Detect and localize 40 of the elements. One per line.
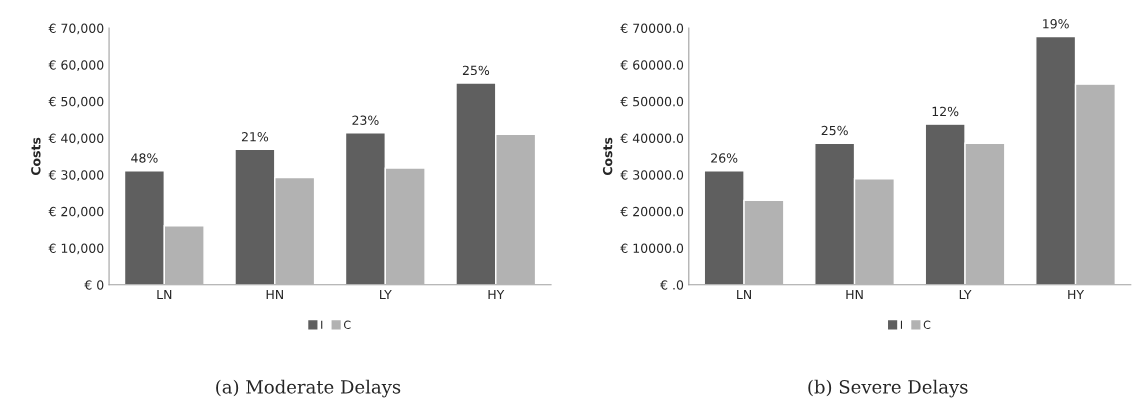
y-tick-label: € 0 bbox=[84, 280, 104, 290]
annotation: 48% bbox=[131, 153, 158, 163]
x-tick-label: LY bbox=[380, 289, 392, 300]
y-tick-label: € 70000.0 bbox=[620, 23, 684, 33]
y-tick-label: € 20,000 bbox=[48, 206, 104, 218]
legend-label: I bbox=[900, 320, 903, 329]
legend-label: I bbox=[321, 320, 323, 329]
y-tick-label: € 50,000 bbox=[48, 96, 104, 108]
annotation: 25% bbox=[462, 65, 490, 76]
x-tick-label: HN bbox=[266, 289, 283, 300]
y-tick-label: € 70,000 bbox=[48, 23, 104, 35]
legend-label: C bbox=[923, 320, 931, 329]
y-axis-title: Costs bbox=[31, 137, 41, 176]
x-tick-label: LN bbox=[157, 289, 172, 300]
text: (b) Severe Delays bbox=[808, 379, 968, 398]
x-tick-label: HN bbox=[846, 289, 863, 300]
y-tick-label: € 40,000 bbox=[48, 133, 104, 145]
x-tick-label: LY bbox=[959, 289, 972, 300]
y-tick-label: € 30000.0 bbox=[620, 170, 684, 180]
x-tick-label: LN bbox=[737, 289, 751, 300]
y-tick-label: € 60000.0 bbox=[620, 60, 684, 70]
y-tick-label: € 10000.0 bbox=[620, 243, 684, 253]
legend-label: C bbox=[343, 320, 351, 329]
y-tick-label: € 40000.0 bbox=[620, 133, 684, 143]
annotation: 12% bbox=[932, 106, 959, 117]
text: (a) Moderate Delays bbox=[216, 379, 401, 398]
y-tick-label: € 20000.0 bbox=[620, 206, 684, 217]
y-tick-label: € 30,000 bbox=[48, 170, 104, 181]
annotation: 23% bbox=[352, 115, 379, 125]
y-tick-label: € 10,000 bbox=[48, 243, 104, 255]
y-tick-label: € 50000.0 bbox=[620, 96, 684, 107]
y-tick-label: € 60,000 bbox=[48, 60, 104, 71]
annotation: 19% bbox=[1043, 19, 1069, 29]
x-tick-label: HY bbox=[488, 289, 505, 300]
x-tick-label: HY bbox=[1068, 289, 1085, 300]
annotation: 26% bbox=[711, 153, 738, 163]
annotation: 21% bbox=[241, 131, 269, 142]
y-tick-label: € .0 bbox=[660, 280, 684, 290]
y-axis-title: Costs bbox=[602, 137, 613, 176]
annotation: 25% bbox=[821, 125, 848, 136]
